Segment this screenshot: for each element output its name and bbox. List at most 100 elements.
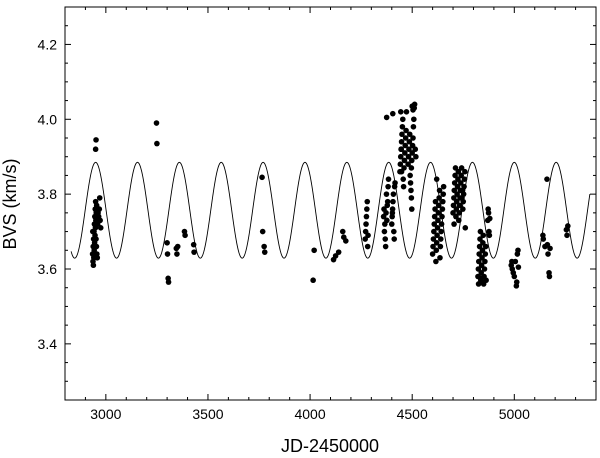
data-point [91, 262, 97, 268]
data-point [97, 218, 103, 224]
data-point [408, 188, 414, 194]
data-point [364, 214, 370, 220]
y-tick-label: 3.4 [38, 336, 58, 352]
data-point [411, 116, 417, 122]
data-point [311, 247, 317, 253]
x-tick-label: 4500 [397, 406, 428, 422]
plot-frame [65, 7, 596, 400]
sine-fit-curve [71, 162, 590, 258]
data-point [565, 223, 571, 229]
data-point [94, 255, 100, 261]
data-point [383, 210, 389, 216]
data-point [154, 141, 160, 147]
data-point [364, 206, 370, 212]
y-axis-label: BVS (km/s) [0, 158, 20, 249]
data-point [483, 244, 489, 250]
y-tick-label: 4.2 [38, 36, 58, 52]
data-point [462, 225, 468, 231]
data-point [90, 229, 96, 235]
y-axis-tick-labels: 3.43.63.84.04.2 [38, 36, 58, 351]
data-point [461, 184, 467, 190]
data-point [391, 229, 397, 235]
y-tick-label: 4.0 [38, 111, 58, 127]
data-point [93, 146, 99, 152]
data-point [451, 221, 457, 227]
data-point [434, 176, 440, 182]
data-point [384, 218, 390, 224]
data-point [165, 251, 171, 257]
data-point [340, 229, 346, 235]
x-tick-label: 5000 [499, 406, 530, 422]
data-point [487, 216, 493, 222]
data-point [460, 206, 466, 212]
data-point [461, 191, 467, 197]
x-axis-ticks [65, 7, 596, 400]
data-point [391, 191, 397, 197]
data-point [482, 266, 488, 272]
data-point [154, 120, 160, 126]
data-point [166, 279, 172, 285]
data-points [90, 102, 571, 289]
data-point [515, 247, 521, 253]
data-point [384, 203, 390, 209]
data-point [401, 184, 407, 190]
data-point [516, 264, 522, 270]
data-point [94, 244, 100, 250]
data-point [398, 109, 404, 115]
data-point [437, 255, 443, 261]
data-point [544, 176, 550, 182]
data-point [365, 233, 371, 239]
y-tick-label: 3.8 [38, 186, 58, 202]
data-point [409, 206, 415, 212]
data-point [386, 176, 392, 182]
data-point [382, 229, 388, 235]
data-point [97, 195, 103, 201]
data-point [440, 206, 446, 212]
data-point [512, 274, 518, 280]
x-axis-label: JD-2450000 [281, 436, 379, 456]
data-point [182, 233, 188, 239]
data-point [438, 229, 444, 235]
data-point [175, 244, 181, 250]
data-point [390, 210, 396, 216]
data-point [382, 236, 388, 242]
data-point [547, 274, 553, 280]
data-point [460, 199, 466, 205]
data-point [408, 180, 414, 186]
data-point [440, 199, 446, 205]
data-point [336, 249, 342, 255]
data-point [399, 169, 405, 175]
data-point [261, 244, 267, 250]
data-point [392, 180, 398, 186]
data-point [164, 240, 170, 246]
data-point [404, 109, 410, 115]
data-point [478, 276, 484, 282]
data-point [365, 244, 371, 250]
data-point [513, 259, 519, 265]
data-point [310, 277, 316, 283]
x-tick-label: 3500 [192, 406, 223, 422]
data-point [389, 221, 395, 227]
data-point [541, 236, 547, 242]
data-point [564, 233, 570, 239]
data-point [410, 107, 416, 113]
data-point [462, 169, 468, 175]
data-point [260, 229, 266, 235]
data-point [438, 236, 444, 242]
data-point [407, 173, 413, 179]
data-point [456, 218, 462, 224]
data-point [363, 221, 369, 227]
data-point [93, 137, 99, 143]
y-axis-ticks [65, 7, 596, 381]
data-point [413, 154, 419, 160]
data-point [390, 111, 396, 117]
data-point [174, 251, 180, 257]
data-point [412, 146, 418, 152]
data-point [259, 175, 265, 181]
data-point [97, 206, 103, 212]
data-point [262, 249, 268, 255]
data-point [441, 184, 447, 190]
data-point [383, 244, 389, 250]
data-point [486, 210, 492, 216]
